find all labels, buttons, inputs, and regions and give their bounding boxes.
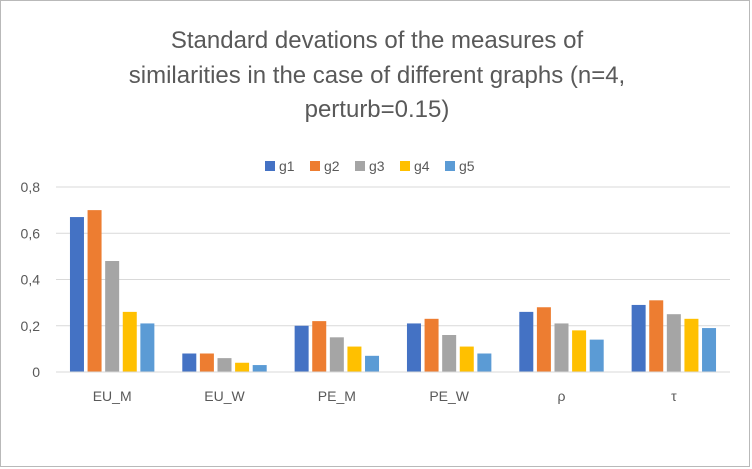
grid <box>56 186 730 327</box>
bar-g4 <box>684 318 699 372</box>
bar-g2 <box>649 300 664 372</box>
bar-g3 <box>329 337 344 372</box>
bar-g1 <box>69 217 84 372</box>
x-tick-label: PE_M <box>318 388 356 404</box>
chart-title: Standard devations of the measures of si… <box>129 27 625 123</box>
legend-label-g3: g3 <box>369 158 385 174</box>
bar-g5 <box>589 339 604 372</box>
bar-g3 <box>217 358 232 372</box>
bar-g5 <box>702 328 717 372</box>
legend-swatch-g3 <box>355 161 365 171</box>
bar-g3 <box>666 314 681 372</box>
bar-g2 <box>199 353 214 372</box>
y-tick-label: 0,4 <box>21 272 41 288</box>
bar-g3 <box>105 261 120 372</box>
bar-g4 <box>122 311 137 372</box>
legend-label-g5: g5 <box>459 158 475 174</box>
bar-g5 <box>365 355 380 372</box>
axes: 0 0,2 0,4 0,6 0,8 EU_M EU_W PE_M PE_W ρ τ <box>21 179 730 404</box>
legend-swatch-g4 <box>400 161 410 171</box>
bar-g4 <box>572 330 587 372</box>
bar-g2 <box>312 321 327 372</box>
bar-g1 <box>631 304 646 372</box>
y-tick-label: 0,8 <box>21 179 41 195</box>
bar-g5 <box>140 323 155 372</box>
legend-swatch-g2 <box>310 161 320 171</box>
x-tick-label: τ <box>671 388 677 404</box>
bar-g2 <box>424 318 439 372</box>
y-tick-label: 0 <box>32 364 40 380</box>
legend: g1 g2 g3 g4 g5 <box>265 158 475 174</box>
bar-g3 <box>442 335 457 372</box>
bar-g4 <box>235 362 250 372</box>
x-tick-label: EU_W <box>204 388 245 404</box>
y-tick-label: 0,2 <box>21 318 41 334</box>
legend-swatch-g1 <box>265 161 275 171</box>
legend-label-g4: g4 <box>414 158 430 174</box>
legend-label-g2: g2 <box>324 158 340 174</box>
bar-g4 <box>459 346 474 372</box>
bar-g1 <box>406 323 421 372</box>
bar-g3 <box>554 323 569 372</box>
bar-g5 <box>477 353 492 372</box>
bar-g1 <box>519 311 534 372</box>
bar-g1 <box>294 325 309 372</box>
bars <box>69 210 717 372</box>
legend-swatch-g5 <box>445 161 455 171</box>
y-tick-label: 0,6 <box>21 225 41 241</box>
x-tick-label: ρ <box>558 388 566 404</box>
chart-title-line-3: perturb=0.15) <box>305 96 450 123</box>
x-tick-label: PE_W <box>429 388 469 404</box>
bar-g4 <box>347 346 362 372</box>
bar-g2 <box>87 210 102 372</box>
bar-g2 <box>536 307 551 372</box>
bar-g5 <box>252 365 267 372</box>
x-tick-label: EU_M <box>93 388 132 404</box>
legend-label-g1: g1 <box>279 158 295 174</box>
bar-g1 <box>182 353 197 372</box>
chart-title-line-1: Standard devations of the measures of <box>171 27 584 54</box>
chart-title-line-2: similarities in the case of different gr… <box>129 62 625 89</box>
